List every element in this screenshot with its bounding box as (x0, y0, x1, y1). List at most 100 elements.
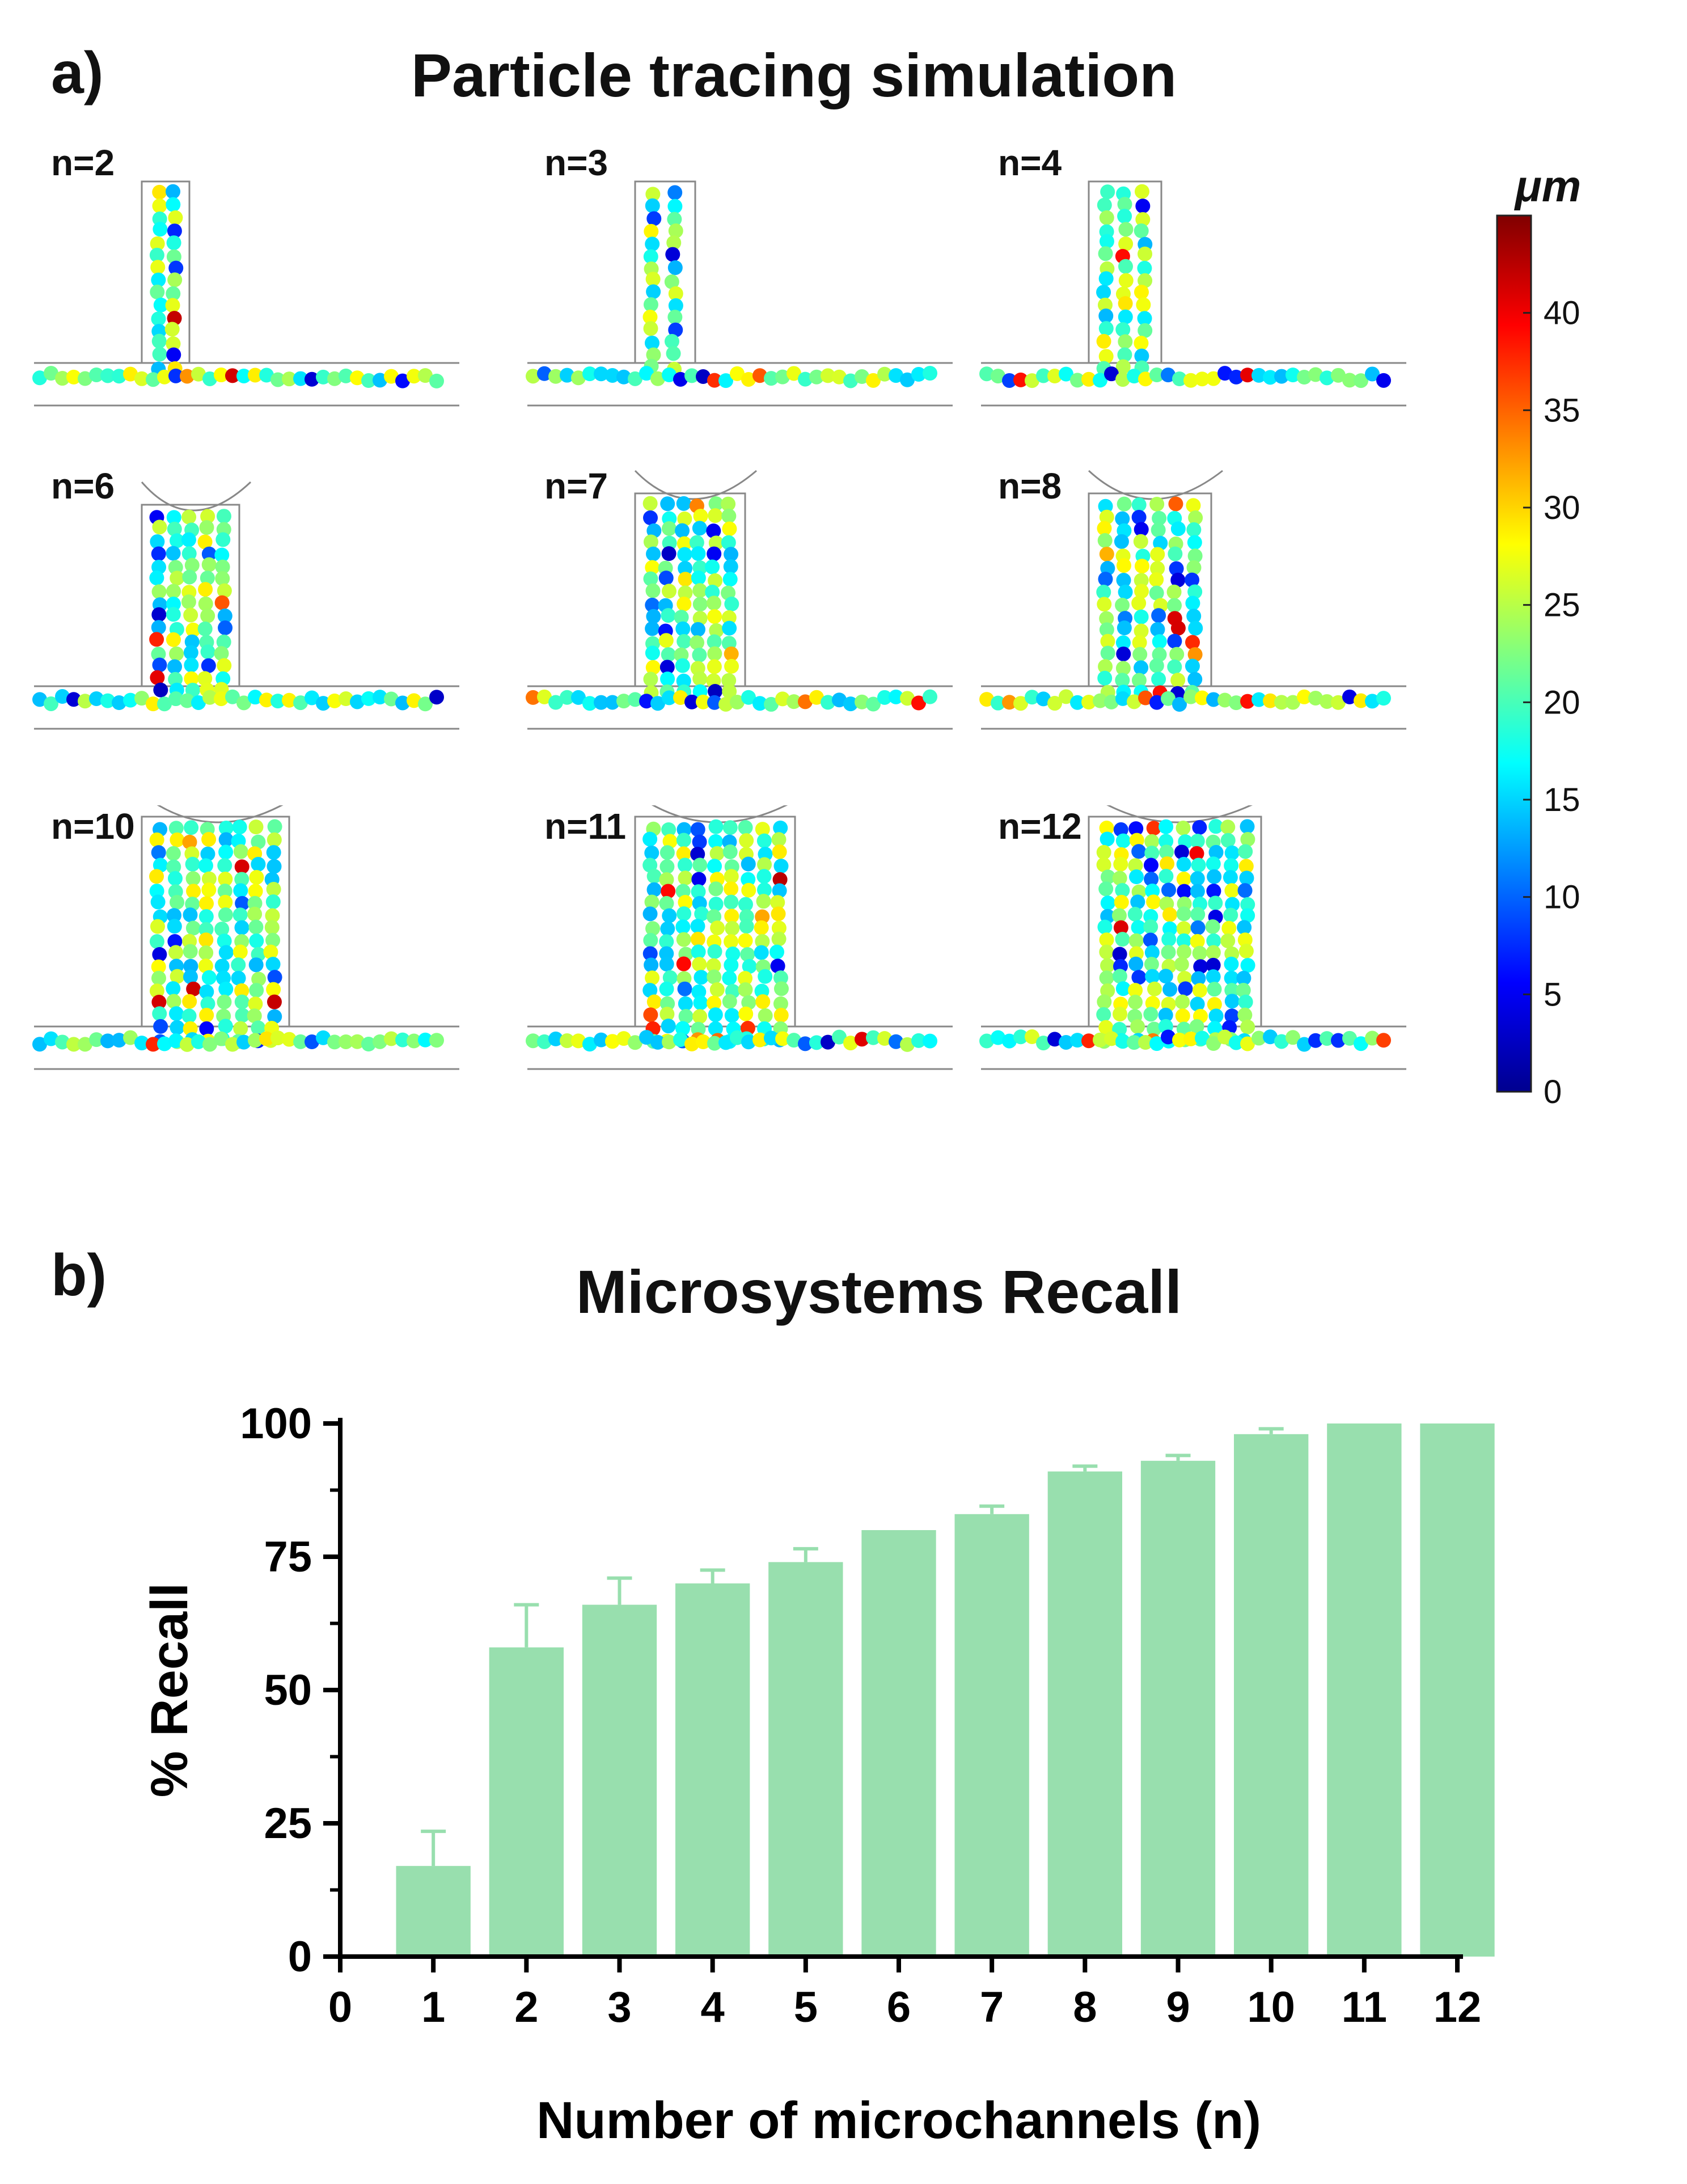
particle (1190, 834, 1205, 849)
particle (722, 994, 737, 1009)
particle (199, 896, 214, 911)
particle (167, 521, 182, 537)
particle (1144, 957, 1159, 972)
particle (692, 597, 708, 612)
particle (232, 907, 248, 923)
particle (667, 310, 683, 325)
particle (1238, 859, 1254, 874)
colorbar-tick-label: 40 (1544, 295, 1580, 332)
particle (1220, 933, 1236, 948)
chamber-curve (1088, 470, 1223, 500)
particle (165, 298, 180, 313)
particle (1036, 691, 1051, 707)
particle (150, 284, 165, 299)
particle (166, 981, 181, 996)
particle (771, 906, 786, 922)
colorbar-tick-label: 20 (1544, 684, 1580, 721)
particle (1159, 869, 1174, 884)
particle (1240, 819, 1255, 834)
particle (168, 821, 184, 836)
particle (772, 844, 787, 860)
particle (706, 958, 721, 973)
particle (644, 894, 659, 910)
particle (247, 906, 263, 922)
particle (157, 1036, 172, 1051)
particle (181, 546, 197, 561)
particle (537, 1034, 552, 1049)
simulation-plot (979, 180, 1406, 407)
simulation-label: n=11 (544, 806, 627, 847)
particle (741, 882, 756, 898)
particle (418, 368, 433, 383)
particle (843, 696, 858, 712)
particle (1138, 690, 1153, 706)
particle (724, 597, 739, 612)
particle (215, 571, 230, 586)
colorbar-tick-label: 15 (1544, 781, 1580, 818)
particle (1190, 907, 1206, 922)
particle (384, 369, 399, 384)
particle (157, 696, 172, 712)
particle (1149, 695, 1164, 710)
simulation-label: n=6 (51, 466, 115, 506)
particle (1365, 366, 1380, 382)
particle (1167, 633, 1182, 649)
particle (1192, 819, 1207, 835)
particle (690, 931, 705, 947)
particle (821, 1034, 835, 1050)
particle (646, 609, 661, 624)
particle (675, 523, 690, 538)
particle (769, 944, 785, 960)
particle (1113, 1007, 1128, 1022)
particle (644, 335, 659, 350)
particle (152, 519, 167, 535)
particle (1131, 844, 1147, 859)
particle (217, 994, 232, 1009)
particle (696, 694, 711, 709)
particle (693, 995, 708, 1011)
particle (183, 607, 198, 623)
particle (151, 333, 167, 349)
particle (1238, 994, 1253, 1009)
particle (265, 957, 281, 972)
particle (1286, 695, 1300, 710)
particle (1149, 585, 1164, 601)
particle (1115, 322, 1131, 337)
particle (707, 634, 722, 649)
bar (1047, 1471, 1122, 1957)
particle (673, 1032, 688, 1047)
particle (197, 534, 213, 550)
particle (1081, 695, 1096, 710)
particle (866, 373, 881, 388)
particle (1081, 1033, 1096, 1049)
particle (266, 881, 281, 897)
particle (821, 695, 835, 710)
particle (1150, 561, 1165, 576)
particle (167, 223, 182, 239)
x-tick-label: 1 (421, 1983, 445, 2031)
particle (247, 1008, 262, 1024)
particle (1186, 560, 1202, 575)
particle (152, 947, 167, 962)
particle (645, 660, 661, 675)
particle (662, 908, 677, 923)
particle (1297, 689, 1312, 704)
particle (251, 834, 266, 850)
particle (1274, 369, 1289, 384)
particle (150, 919, 165, 934)
particle (1176, 856, 1191, 872)
particle (249, 933, 264, 949)
simulation-cell: n=11 (522, 805, 975, 1123)
particle (1098, 659, 1113, 674)
particle (1150, 547, 1165, 562)
particle (675, 658, 690, 673)
particle (1187, 647, 1203, 662)
particle (1099, 509, 1114, 525)
particle (1135, 212, 1151, 227)
particle (78, 371, 92, 386)
particle (708, 834, 724, 849)
particle (1237, 1007, 1253, 1023)
particle (1206, 933, 1221, 948)
particle (1206, 969, 1221, 985)
particle (741, 856, 756, 872)
